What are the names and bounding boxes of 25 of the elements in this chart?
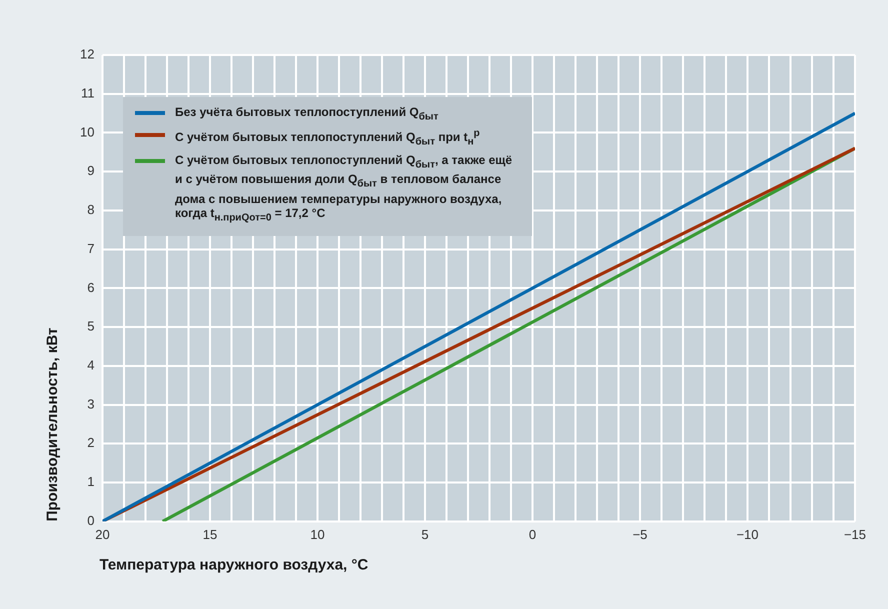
x-tick-label: 5 — [421, 526, 429, 542]
y-axis-title: Производительность, кВт — [44, 328, 62, 522]
x-tick-label: 20 — [95, 526, 110, 542]
y-tick-label: 9 — [87, 163, 94, 178]
y-tick-label: 12 — [80, 46, 94, 62]
y-tick-label: 5 — [87, 318, 94, 334]
y-tick-label: 11 — [80, 85, 94, 100]
x-axis-title: Температура наружного воздуха, °C — [99, 556, 368, 574]
x-tick-label: 10 — [310, 526, 325, 542]
y-tick-label: 0 — [87, 512, 94, 528]
x-tick-label: 0 — [528, 526, 536, 542]
x-tick-label: −15 — [844, 526, 866, 542]
y-tick-label: 10 — [80, 124, 94, 140]
y-tick-label: 8 — [87, 202, 94, 218]
x-tick-label: −5 — [632, 526, 648, 542]
y-tick-label: 4 — [87, 358, 94, 373]
x-tick-label: 15 — [202, 526, 218, 542]
y-tick-label: 3 — [87, 396, 94, 412]
y-tick-label: 1 — [87, 474, 94, 490]
x-tick-label: −10 — [736, 526, 759, 542]
y-tick-label: 6 — [87, 280, 94, 295]
y-tick-label: 2 — [87, 435, 94, 450]
text: С учётом бытовых теплопоступлений Q$_{быт}$, а также ещё и с учётом повышения доли Q$_{быт}$ в тепловом балансе дома с повышением температуры наружного воздуха, когда t$_{н.приQот=0}$ = 17,2 °C — [175, 152, 512, 223]
legend-label: Без учёта бытовых теплопоступлений Q$_{быт}$ — [175, 105, 438, 124]
y-tick-label: 7 — [87, 240, 94, 256]
